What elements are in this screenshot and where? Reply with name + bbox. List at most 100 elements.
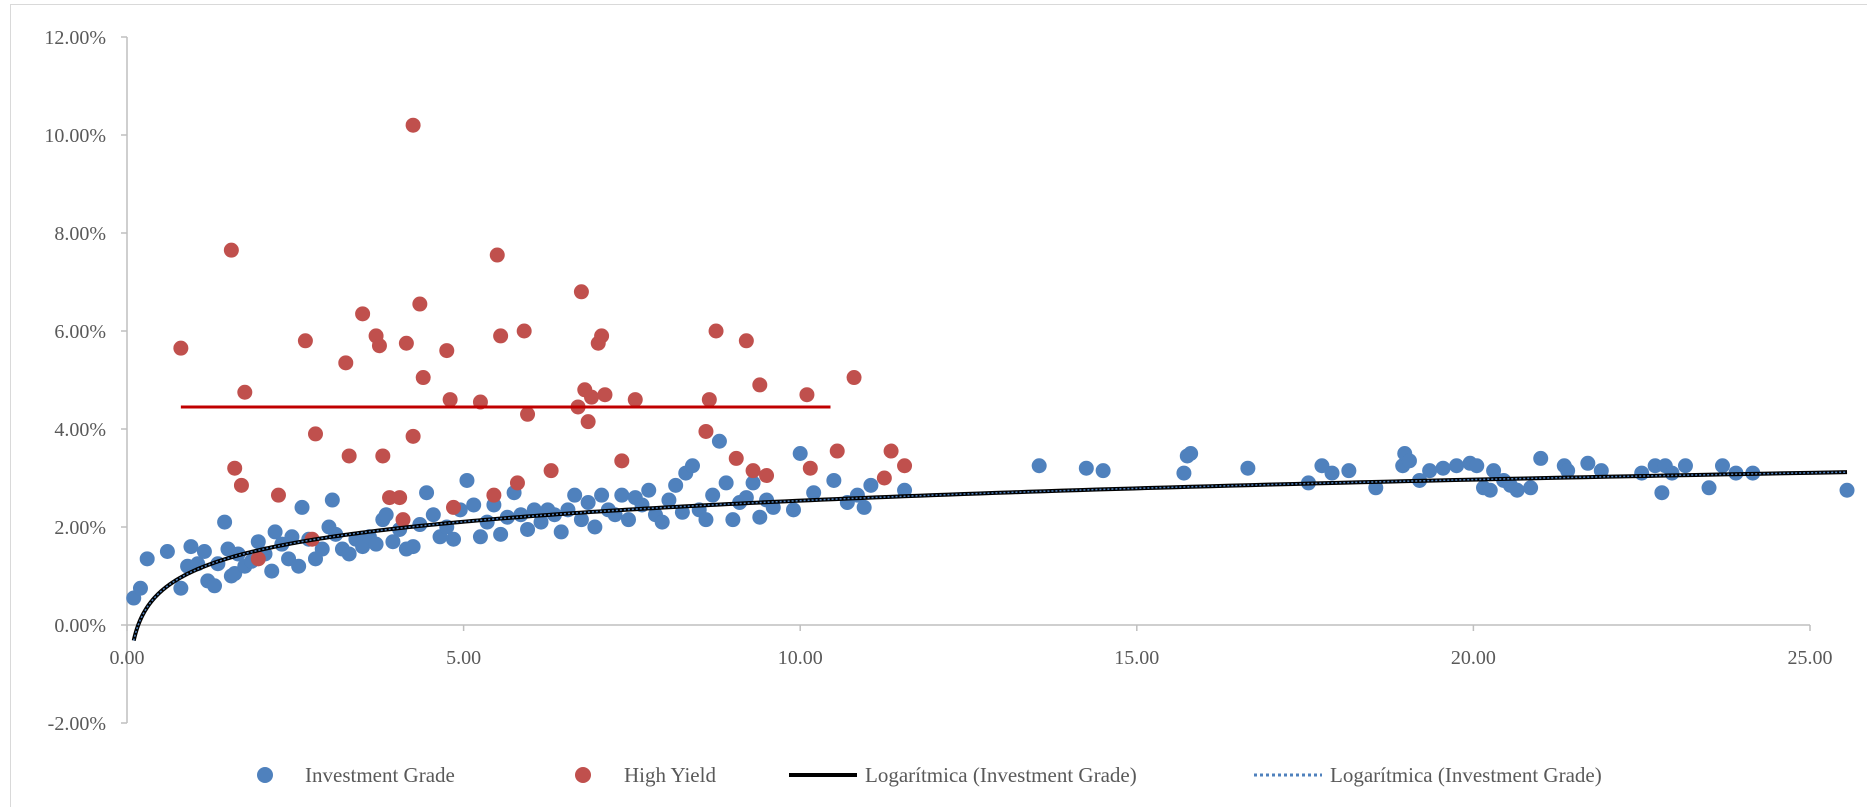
high-yield-point (543, 463, 559, 479)
log-trendline-dotted (132, 471, 1848, 641)
investment-grade-point (446, 531, 462, 547)
investment-grade-point (324, 492, 340, 508)
investment-grade-point (567, 487, 583, 503)
high-yield-point (573, 284, 589, 300)
investment-grade-point (1449, 458, 1465, 474)
investment-grade-point (425, 507, 441, 523)
high-yield-point (738, 333, 754, 349)
investment-grade-point (493, 526, 509, 542)
investment-grade-point (661, 492, 677, 508)
investment-grade-point (1523, 480, 1539, 496)
investment-grade-point (1240, 460, 1256, 476)
investment-grade-point (183, 539, 199, 555)
high-yield-point (412, 296, 428, 312)
high-yield-series (173, 117, 913, 567)
investment-grade-point (341, 546, 357, 562)
investment-grade-point (668, 477, 684, 493)
high-yield-point (341, 448, 357, 464)
investment-grade-point (1183, 446, 1199, 461)
investment-grade-point (520, 521, 536, 537)
high-yield-point (584, 389, 600, 405)
investment-grade-point (614, 487, 630, 503)
trendlines (131, 405, 1848, 642)
high-yield-point (405, 117, 421, 133)
high-yield-point (597, 387, 613, 403)
high-yield-point (802, 460, 818, 476)
x-tick-label: 10.00 (778, 647, 823, 669)
investment-grade-point (621, 512, 637, 528)
high-yield-point (297, 333, 313, 349)
high-yield-point (627, 392, 643, 408)
investment-grade-point (718, 475, 734, 491)
investment-grade-point (725, 512, 741, 528)
investment-grade-point (1677, 458, 1693, 474)
investment-grade-point (132, 580, 148, 596)
investment-grade-point (587, 519, 603, 535)
investment-grade-point (1324, 465, 1340, 481)
investment-grade-point (472, 529, 488, 545)
investment-grade-point (267, 524, 283, 540)
high-yield-point (227, 460, 243, 476)
investment-grade-point (1714, 458, 1730, 474)
legend-marker-high-yield (575, 767, 591, 783)
x-tick-label: 25.00 (1788, 647, 1833, 669)
investment-grade-point (1482, 482, 1498, 498)
high-yield-point (580, 414, 596, 430)
investment-grade-point (139, 551, 155, 567)
high-yield-point (233, 477, 249, 493)
investment-grade-point (897, 482, 913, 498)
legend-label-trend-solid: Logarítmica (Investment Grade) (865, 763, 1137, 787)
high-yield-point (355, 306, 371, 322)
high-yield-point (516, 323, 532, 339)
high-yield-point (728, 450, 744, 466)
high-yield-point (486, 487, 502, 503)
y-tick-label: -2.00% (48, 713, 106, 735)
high-yield-point (415, 370, 431, 386)
investment-grade-point (806, 485, 822, 501)
investment-grade-point (173, 580, 189, 596)
high-yield-point (173, 340, 189, 356)
investment-grade-point (1580, 455, 1596, 471)
investment-grade-point (1095, 463, 1111, 479)
high-yield-point (614, 453, 630, 469)
investment-grade-point (573, 512, 589, 528)
high-yield-point (307, 426, 323, 442)
investment-grade-point (294, 499, 310, 515)
investment-grade-point (378, 507, 394, 523)
y-tick-label: 12.00% (44, 27, 106, 49)
investment-grade-point (419, 485, 435, 501)
high-yield-point (594, 328, 610, 344)
investment-grade-point (863, 477, 879, 493)
investment-grade-point (1422, 463, 1438, 479)
x-tick-label: 0.00 (110, 647, 145, 669)
high-yield-point (250, 551, 266, 567)
investment-grade-point (1469, 458, 1485, 474)
investment-grade-point (1435, 460, 1451, 476)
high-yield-point (395, 512, 411, 528)
investment-grade-point (314, 541, 330, 557)
investment-grade-point (1486, 463, 1502, 479)
investment-grade-point (385, 534, 401, 550)
high-yield-point (442, 392, 458, 408)
high-yield-point (829, 443, 845, 459)
investment-grade-point (684, 458, 700, 474)
investment-grade-point (711, 433, 727, 449)
investment-grade-point (217, 514, 233, 530)
investment-grade-point (1401, 453, 1417, 469)
investment-grade-point (533, 514, 549, 530)
investment-grade-point (1533, 450, 1549, 466)
investment-grade-point (1341, 463, 1357, 479)
high-yield-point (446, 499, 462, 515)
high-yield-point (493, 328, 509, 344)
investment-grade-point (1593, 463, 1609, 479)
high-yield-point (392, 490, 408, 506)
investment-grade-point (698, 512, 714, 528)
investment-grade-point (1839, 482, 1855, 498)
investment-grade-point (1654, 485, 1670, 501)
x-tick-label: 20.00 (1451, 647, 1496, 669)
tick-labels: 0.00 5.00 10.00 15.00 20.00 25.00 -2.00% 0.00% 2… (44, 27, 1832, 735)
investment-grade-point (196, 544, 212, 559)
investment-grade-point (526, 502, 542, 518)
x-tick-label: 5.00 (446, 647, 481, 669)
